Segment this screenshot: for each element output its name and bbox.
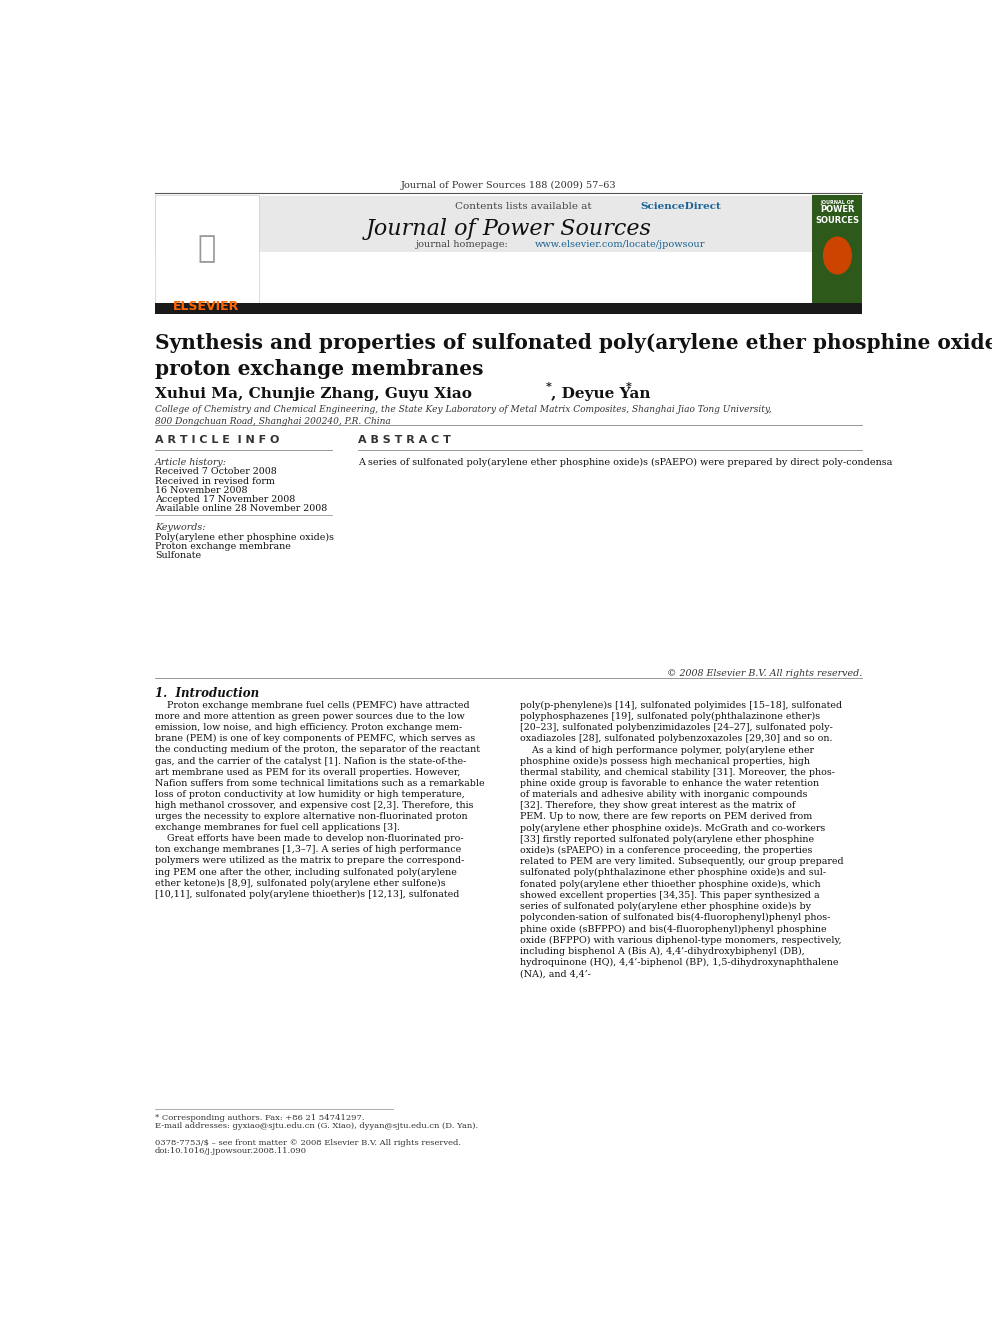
Text: A B S T R A C T: A B S T R A C T [358,435,451,445]
Text: Received in revised form: Received in revised form [155,476,275,486]
FancyBboxPatch shape [155,196,823,253]
Text: 1.  Introduction: 1. Introduction [155,688,259,700]
Text: Xuhui Ma, Chunjie Zhang, Guyu Xiao: Xuhui Ma, Chunjie Zhang, Guyu Xiao [155,386,471,401]
Text: A R T I C L E  I N F O: A R T I C L E I N F O [155,435,279,445]
Circle shape [823,237,851,274]
Text: 🌲: 🌲 [197,234,215,263]
Text: poly(p-phenylene)s [14], sulfonated polyimides [15–18], sulfonated
polyphosphaze: poly(p-phenylene)s [14], sulfonated poly… [520,701,843,979]
Text: E-mail addresses: gyxiao@sjtu.edu.cn (G. Xiao), dyyan@sjtu.edu.cn (D. Yan).: E-mail addresses: gyxiao@sjtu.edu.cn (G.… [155,1122,478,1130]
Text: © 2008 Elsevier B.V. All rights reserved.: © 2008 Elsevier B.V. All rights reserved… [667,669,862,679]
FancyBboxPatch shape [812,196,862,306]
Text: Journal of Power Sources 188 (2009) 57–63: Journal of Power Sources 188 (2009) 57–6… [401,181,616,191]
Text: Keywords:: Keywords: [155,524,205,532]
FancyBboxPatch shape [155,303,862,314]
Text: * Corresponding authors. Fax: +86 21 54741297.: * Corresponding authors. Fax: +86 21 547… [155,1114,364,1122]
Text: ScienceDirect: ScienceDirect [641,201,721,210]
Text: POWER: POWER [820,205,855,213]
Text: Poly(arylene ether phosphine oxide)s: Poly(arylene ether phosphine oxide)s [155,533,333,541]
Text: JOURNAL OF: JOURNAL OF [820,200,854,205]
Text: Journal of Power Sources: Journal of Power Sources [365,218,652,239]
Text: Sulfonate: Sulfonate [155,550,200,560]
Text: Contents lists available at: Contents lists available at [454,201,594,210]
Text: Proton exchange membrane fuel cells (PEMFC) have attracted
more and more attenti: Proton exchange membrane fuel cells (PEM… [155,701,484,900]
FancyBboxPatch shape [155,196,259,306]
Text: A series of sulfonated poly(arylene ether phosphine oxide)s (sPAEPO) were prepar: A series of sulfonated poly(arylene ethe… [358,458,992,467]
Text: *: * [625,381,631,392]
Text: doi:10.1016/j.jpowsour.2008.11.090: doi:10.1016/j.jpowsour.2008.11.090 [155,1147,307,1155]
Text: journal homepage:: journal homepage: [417,241,512,249]
Text: ELSEVIER: ELSEVIER [174,300,239,314]
Text: Available online 28 November 2008: Available online 28 November 2008 [155,504,327,513]
Text: 16 November 2008: 16 November 2008 [155,486,247,495]
Text: *: * [546,381,552,392]
Text: Accepted 17 November 2008: Accepted 17 November 2008 [155,495,295,504]
Text: Article history:: Article history: [155,458,227,467]
Text: www.elsevier.com/locate/jpowsour: www.elsevier.com/locate/jpowsour [536,241,706,249]
Text: SOURCES: SOURCES [815,216,859,225]
Text: Synthesis and properties of sulfonated poly(arylene ether phosphine oxide)s for
: Synthesis and properties of sulfonated p… [155,333,992,380]
Text: Proton exchange membrane: Proton exchange membrane [155,542,291,550]
Text: Received 7 October 2008: Received 7 October 2008 [155,467,277,476]
Text: 0378-7753/$ – see front matter © 2008 Elsevier B.V. All rights reserved.: 0378-7753/$ – see front matter © 2008 El… [155,1139,460,1147]
Text: College of Chemistry and Chemical Engineering, the State Key Laboratory of Metal: College of Chemistry and Chemical Engine… [155,405,772,426]
Text: , Deyue Yan: , Deyue Yan [551,386,650,401]
